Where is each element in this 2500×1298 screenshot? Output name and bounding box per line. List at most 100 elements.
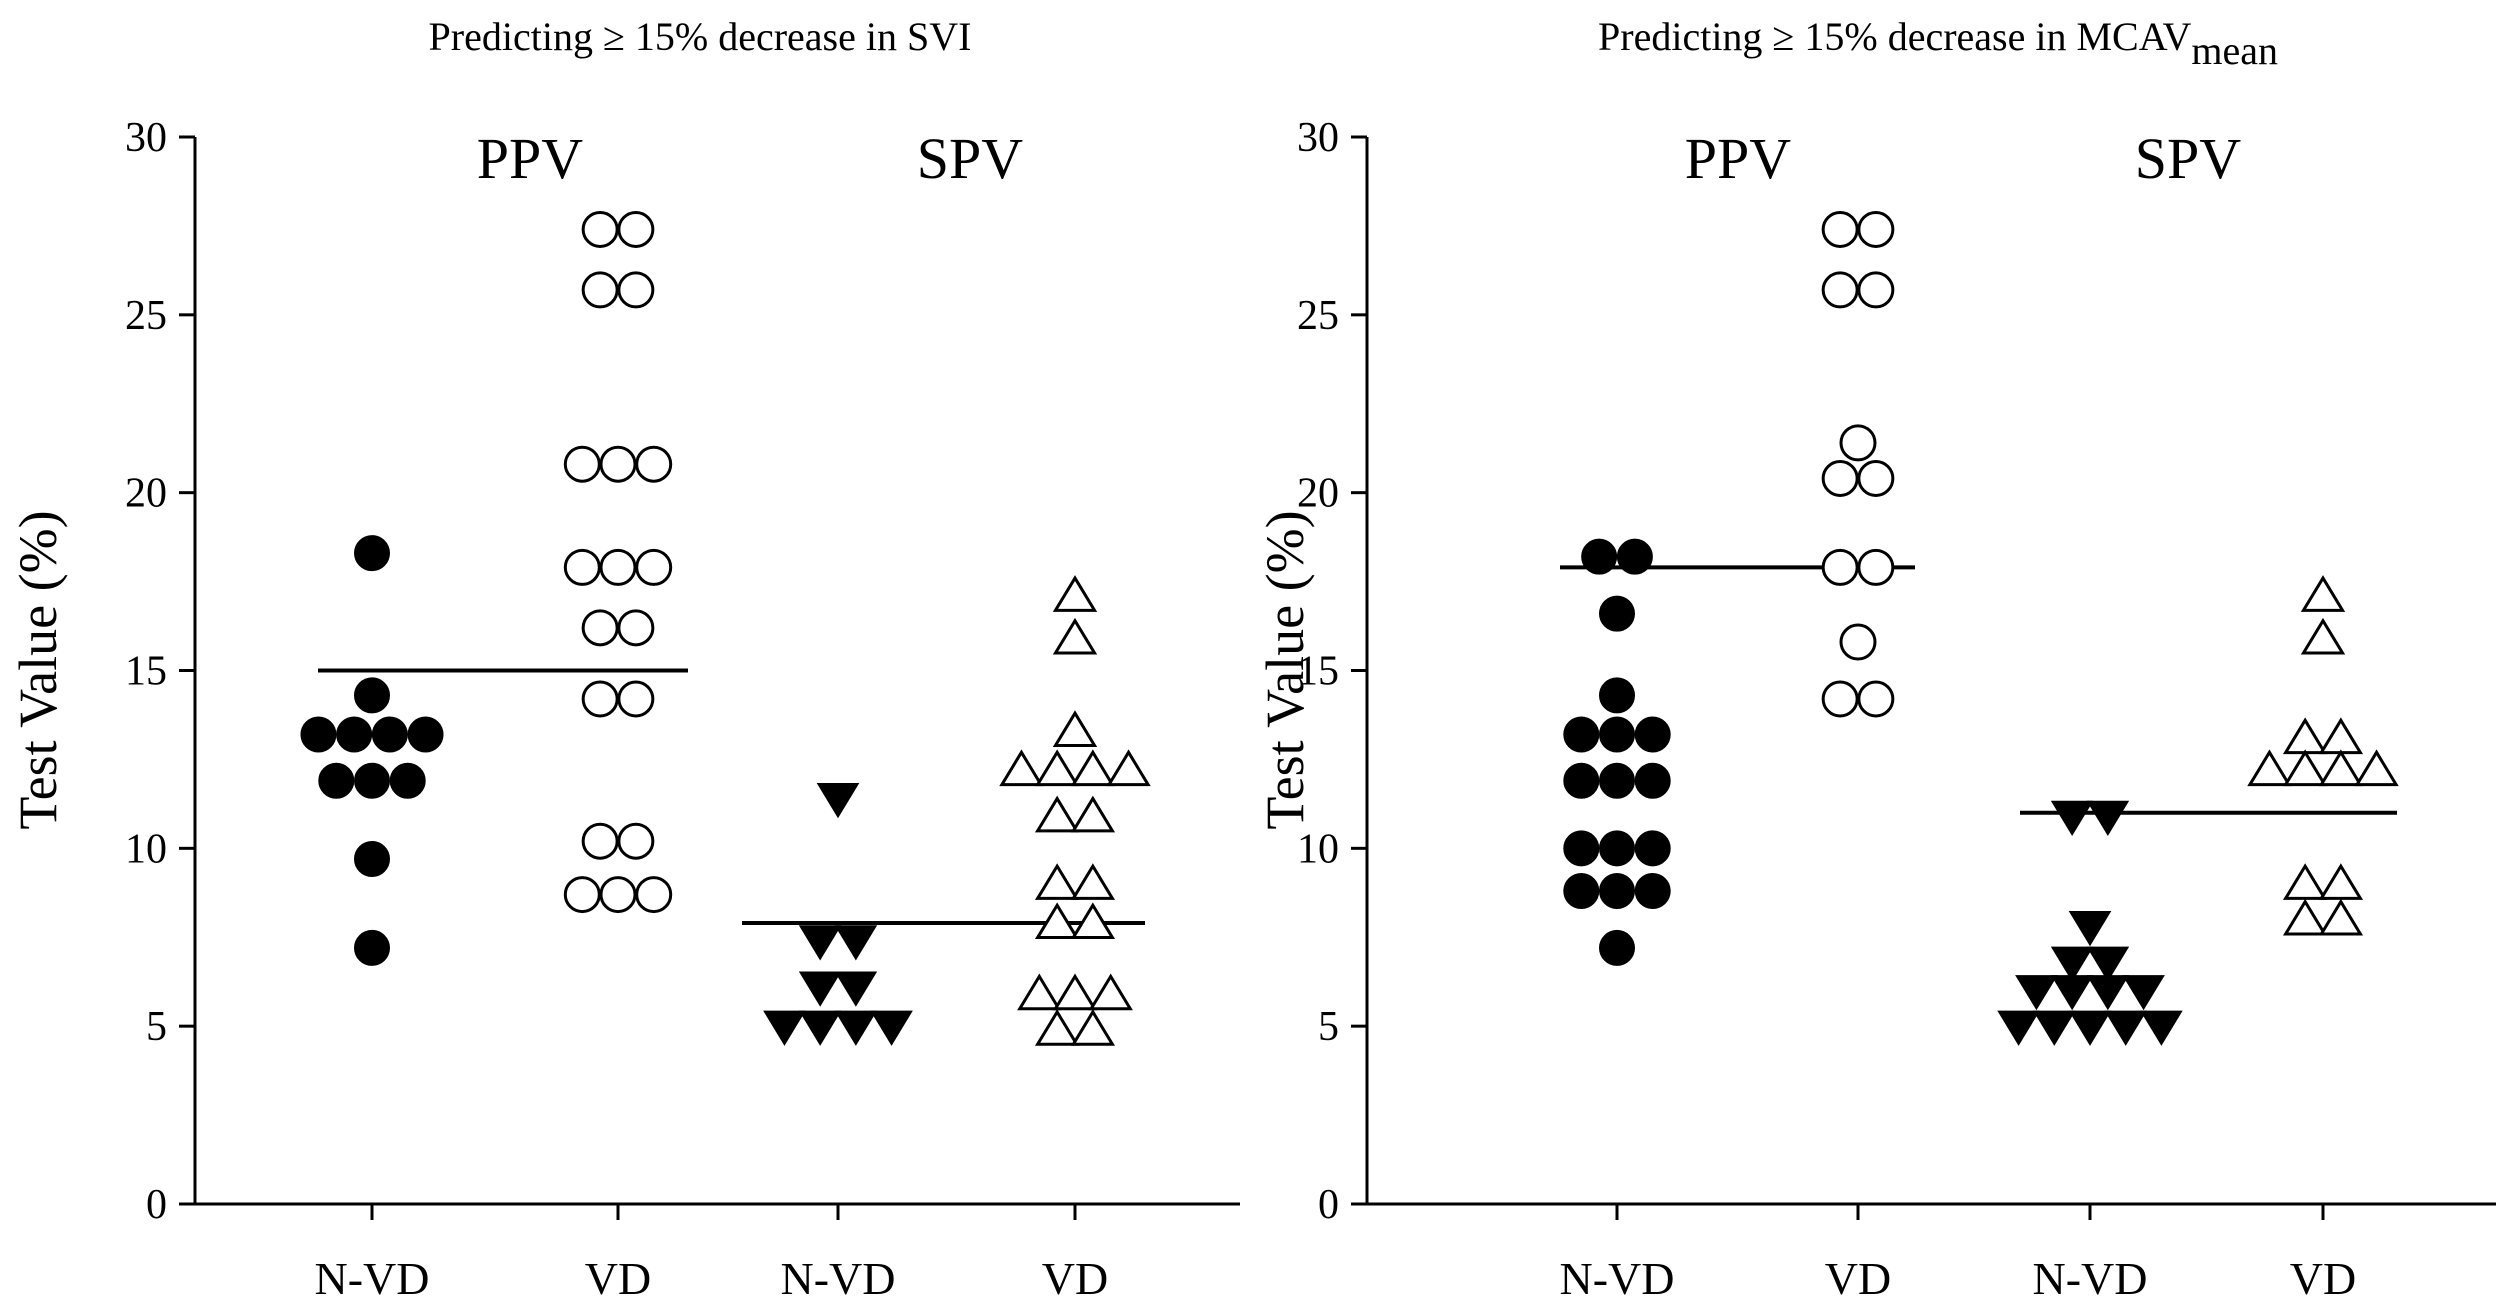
data-point-open-circle <box>1857 210 1895 248</box>
data-point-filled-circle <box>407 716 444 753</box>
data-point-open-triangle <box>2282 717 2328 755</box>
data-point-open-triangle <box>1052 973 1098 1011</box>
data-point-filled-circle <box>1563 830 1600 867</box>
data-point-filled-circle <box>1634 830 1671 867</box>
data-point-filled-triangle <box>2086 946 2130 982</box>
y-tick-label: 15 <box>125 649 167 695</box>
data-point-filled-circle <box>371 716 408 753</box>
data-point-filled-circle <box>1581 538 1618 575</box>
data-point-open-circle <box>1821 271 1859 309</box>
data-point-filled-circle <box>336 716 373 753</box>
data-point-open-circle <box>1857 459 1895 497</box>
data-point-open-circle <box>563 445 601 483</box>
data-point-filled-triangle <box>2104 1010 2148 1046</box>
data-point-open-circle <box>599 445 637 483</box>
data-point-filled-circle <box>354 929 390 966</box>
group-label-ppv: PPV <box>1685 126 1792 191</box>
data-point-open-triangle <box>2300 575 2346 612</box>
data-point-open-circle <box>617 271 655 309</box>
data-point-filled-triangle <box>870 1010 913 1046</box>
y-axis-label: Test Value (%) <box>8 510 68 829</box>
data-point-open-circle <box>1821 210 1859 248</box>
y-tick-label: 0 <box>1318 1182 1339 1228</box>
data-point-filled-triangle <box>834 925 878 961</box>
data-point-open-triangle <box>1070 902 1116 940</box>
data-point-open-triangle <box>2318 863 2364 900</box>
data-point-filled-triangle <box>2122 975 2165 1011</box>
y-tick-label: 25 <box>1297 293 1339 339</box>
data-point-open-circle <box>563 548 601 586</box>
data-point-filled-circle <box>300 716 337 753</box>
x-tick-label: N-VD <box>315 1253 430 1298</box>
data-point-filled-triangle <box>2050 946 2094 982</box>
data-point-open-circle <box>1857 548 1895 586</box>
data-point-filled-triangle <box>763 1010 806 1046</box>
data-point-open-triangle <box>1034 749 1080 787</box>
data-point-open-triangle <box>1052 710 1098 747</box>
data-point-filled-circle <box>1563 762 1600 799</box>
data-point-filled-triangle <box>2032 1010 2076 1046</box>
data-point-filled-circle <box>1616 538 1653 575</box>
data-point-filled-circle <box>1599 830 1635 867</box>
data-point-filled-triangle <box>2015 975 2058 1011</box>
group-label-ppv: PPV <box>477 126 584 191</box>
data-point-open-circle <box>1839 424 1877 462</box>
right-panel-mcav: Predicting ≥ 15% decrease in MCAVmean 0 5 1… <box>1255 14 2496 1298</box>
data-point-open-triangle <box>1034 863 1080 900</box>
data-point-filled-circle <box>1634 716 1671 753</box>
data-point-open-circle <box>635 876 673 914</box>
chart-title: Predicting ≥ 15% decrease in MCAVmean <box>1598 14 2278 73</box>
data-point-open-triangle <box>1070 1009 1116 1046</box>
data-point-filled-circle <box>354 841 390 878</box>
x-tick-label: VD <box>2290 1253 2356 1298</box>
data-point-filled-circle <box>1563 873 1600 910</box>
data-point-open-triangle <box>999 749 1044 787</box>
data-point-filled-circle <box>1599 873 1635 910</box>
data-point-filled-circle <box>1599 929 1635 966</box>
data-point-filled-triangle <box>798 971 842 1007</box>
chart-title: Predicting ≥ 15% decrease in SVI <box>429 14 972 59</box>
y-tick-label: 10 <box>125 826 167 872</box>
data-point-open-triangle <box>1106 749 1151 787</box>
data-point-open-circle <box>581 609 619 647</box>
data-point-filled-triangle <box>2050 800 2094 837</box>
data-point-open-triangle <box>2247 749 2292 787</box>
data-point-open-triangle <box>2300 617 2346 655</box>
data-point-open-circle <box>635 548 673 586</box>
data-point-open-circle <box>635 445 673 483</box>
data-point-filled-circle <box>1634 873 1671 910</box>
data-point-open-circle <box>1857 680 1895 718</box>
data-point-open-triangle <box>1034 795 1080 833</box>
data-point-filled-circle <box>318 762 355 799</box>
data-point-open-triangle <box>1052 617 1098 655</box>
data-point-open-circle <box>581 822 619 860</box>
data-point-open-triangle <box>1070 863 1116 900</box>
y-tick-label: 25 <box>125 293 167 339</box>
data-point-open-circle <box>563 876 601 914</box>
y-tick-label: 20 <box>1297 471 1339 517</box>
y-tick-label: 20 <box>125 471 167 517</box>
x-tick-label: VD <box>585 1253 651 1298</box>
data-point-filled-triangle <box>2086 800 2130 837</box>
data-point-open-circle <box>617 680 655 718</box>
data-point-filled-triangle <box>2068 911 2112 947</box>
y-tick-label: 10 <box>1297 826 1339 872</box>
data-point-open-circle <box>1821 548 1859 586</box>
y-tick-label: 30 <box>125 115 167 161</box>
data-point-filled-circle <box>354 535 390 572</box>
data-point-filled-triangle <box>1997 1010 2040 1046</box>
y-tick-label: 30 <box>1297 115 1339 161</box>
data-point-open-triangle <box>2318 749 2364 787</box>
data-point-filled-triangle <box>798 925 842 961</box>
y-tick-label: 15 <box>1297 649 1339 695</box>
data-point-open-circle <box>617 822 655 860</box>
group-label-spv: SPV <box>917 126 1024 191</box>
y-axis-label: Test Value (%) <box>1255 510 1315 829</box>
data-point-open-triangle <box>2282 898 2328 936</box>
data-point-open-circle <box>581 680 619 718</box>
data-point-open-circle <box>617 609 655 647</box>
y-tick-label: 5 <box>146 1004 167 1050</box>
data-point-filled-circle <box>1563 716 1600 753</box>
data-point-open-triangle <box>1088 973 1133 1011</box>
